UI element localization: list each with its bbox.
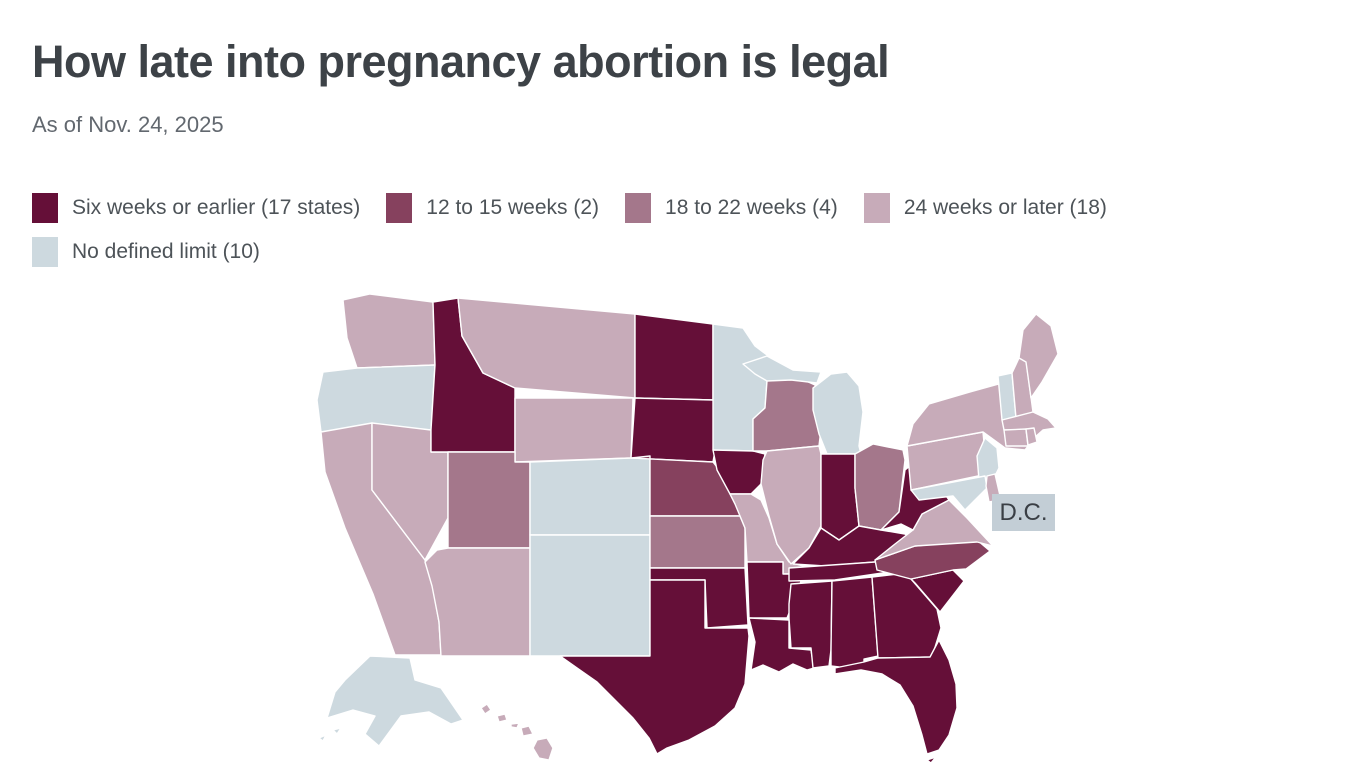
legend-item-24-weeks: 24 weeks or later (18) (863, 193, 1107, 223)
state-nd[interactable] (634, 313, 714, 401)
state-hi[interactable] (532, 737, 554, 761)
legend-swatch-icon (32, 237, 58, 267)
legend-swatch-icon (863, 193, 890, 223)
legend-swatch-icon (386, 193, 413, 223)
state-il[interactable] (760, 445, 822, 565)
state-me[interactable] (1018, 313, 1059, 399)
state-md[interactable] (910, 475, 988, 511)
state-nm[interactable] (529, 534, 651, 657)
subtitle: As of Nov. 24, 2025 (32, 111, 224, 137)
state-sd[interactable] (630, 397, 720, 463)
state-va[interactable] (874, 499, 994, 561)
legend-item-no-limit: No defined limit (10) (32, 237, 260, 267)
state-mi[interactable] (742, 355, 822, 384)
state-hi[interactable] (480, 703, 492, 715)
legend-swatch-icon (625, 193, 652, 223)
state-fl[interactable] (926, 756, 937, 764)
state-ak[interactable] (326, 655, 464, 747)
state-fl[interactable] (834, 639, 958, 755)
state-ak[interactable] (318, 734, 327, 742)
state-tx[interactable] (559, 579, 750, 755)
page-title: How late into pregnancy abortion is lega… (32, 36, 890, 87)
legend: Six weeks or earlier (17 states) 12 to 1… (32, 193, 1222, 267)
legend-label: Six weeks or earlier (17 states) (72, 196, 361, 219)
state-hi[interactable] (510, 722, 520, 729)
state-ct[interactable] (1003, 428, 1029, 447)
state-co[interactable] (529, 455, 651, 536)
header: How late into pregnancy abortion is lega… (32, 36, 1232, 138)
state-dc-label[interactable]: D.C. (992, 494, 1055, 531)
state-hi[interactable] (496, 713, 508, 723)
state-ri[interactable] (1025, 427, 1038, 446)
legend-swatch-icon (32, 193, 58, 223)
us-choropleth-map: D.C. (315, 288, 1166, 768)
state-ks[interactable] (649, 515, 746, 569)
legend-item-six-weeks: Six weeks or earlier (17 states) (32, 193, 360, 223)
legend-label: 18 to 22 weeks (4) (665, 196, 838, 219)
us-map-svg (316, 293, 1059, 764)
legend-label: 12 to 15 weeks (2) (426, 196, 600, 219)
state-ut[interactable] (447, 451, 531, 549)
legend-item-18-22-weeks: 18 to 22 weeks (4) (625, 193, 838, 223)
state-la[interactable] (748, 617, 815, 673)
state-az[interactable] (424, 547, 531, 657)
state-wa[interactable] (342, 293, 436, 369)
state-mi[interactable] (812, 371, 864, 455)
state-hi[interactable] (520, 725, 534, 737)
state-al[interactable] (830, 576, 879, 669)
legend-label: No defined limit (10) (72, 240, 260, 263)
legend-item-12-15-weeks: 12 to 15 weeks (2) (386, 193, 599, 223)
state-ak[interactable] (332, 727, 342, 735)
state-or[interactable] (316, 364, 436, 433)
state-in[interactable] (820, 453, 860, 541)
legend-label: 24 weeks or later (18) (903, 196, 1107, 219)
state-wy[interactable] (514, 397, 634, 463)
